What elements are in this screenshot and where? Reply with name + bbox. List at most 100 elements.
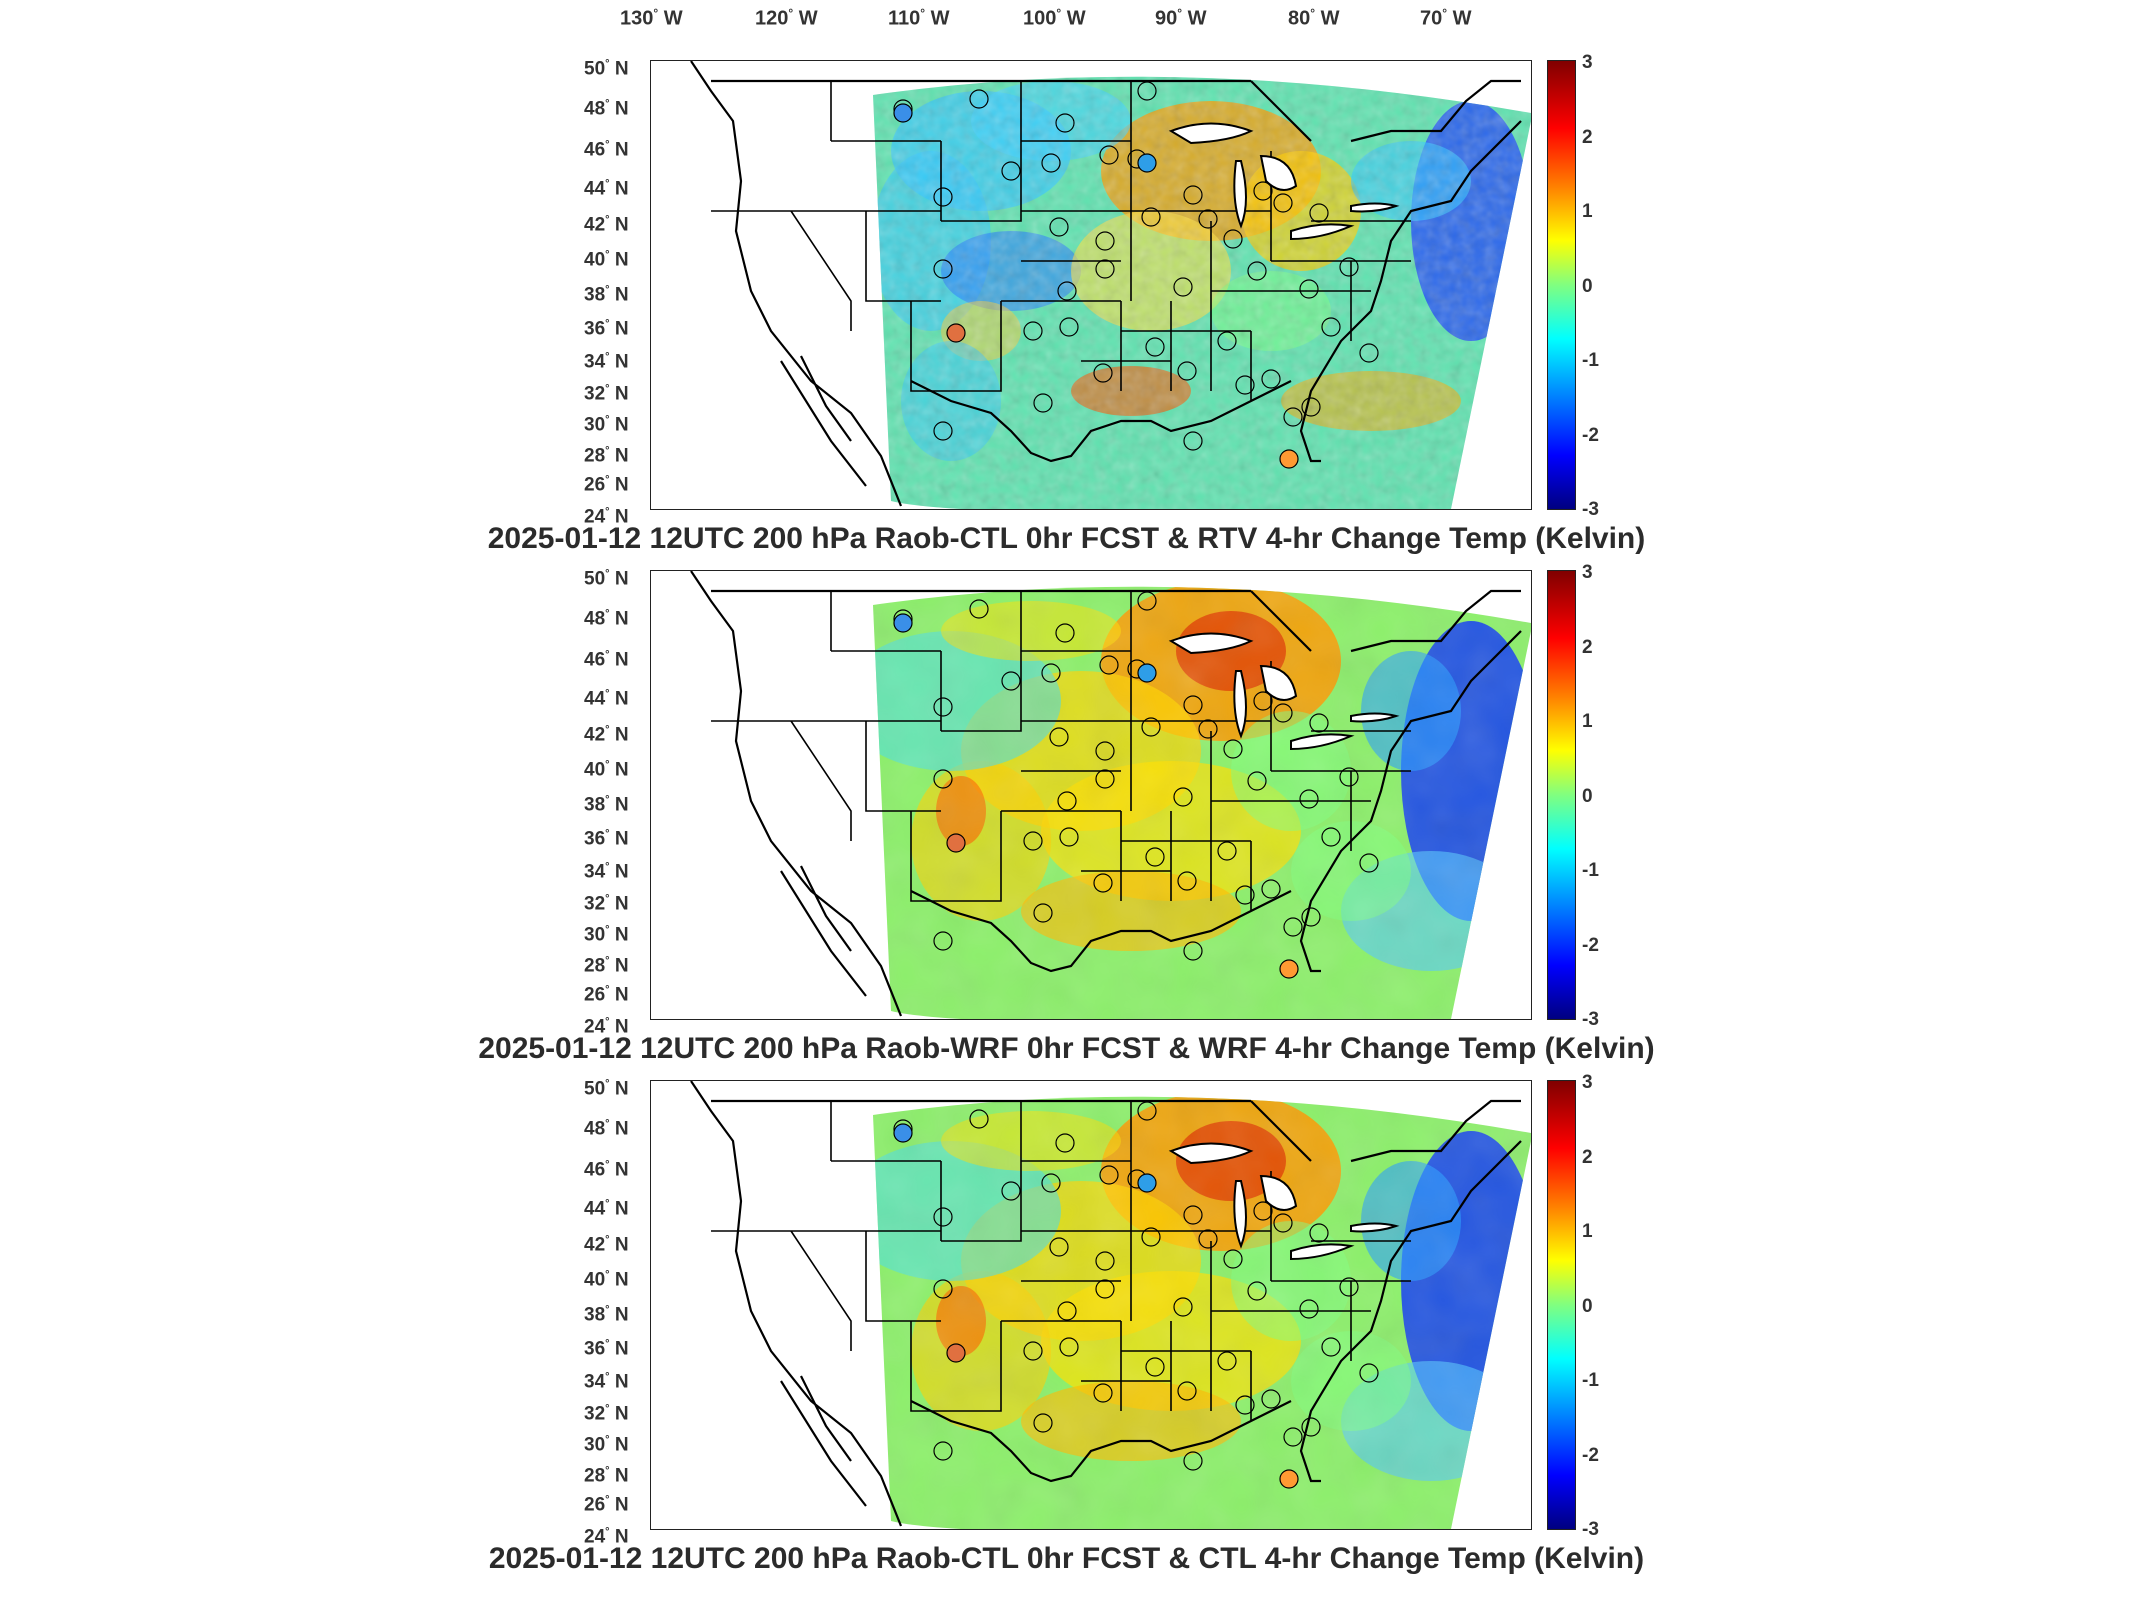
raob-station-marker bbox=[1321, 317, 1341, 337]
latitude-label: 50° N bbox=[584, 58, 629, 80]
raob-station-marker bbox=[1023, 831, 1043, 851]
latitude-label: 36° N bbox=[584, 828, 629, 850]
raob-station-marker bbox=[1141, 1227, 1161, 1247]
latitude-label: 32° N bbox=[584, 383, 629, 405]
raob-station-marker bbox=[1321, 827, 1341, 847]
latitude-label: 42° N bbox=[584, 1234, 629, 1256]
latitude-label: 24° N bbox=[584, 506, 629, 528]
raob-station-marker bbox=[1299, 789, 1319, 809]
panel-title: 2025-01-12 12UTC 200 hPa Raob-CTL 0hr FC… bbox=[487, 522, 1646, 555]
map-svg bbox=[690, 571, 1531, 1019]
raob-station-marker bbox=[1217, 331, 1237, 351]
raob-station-marker bbox=[933, 259, 953, 279]
colorbar-tick-label: 2 bbox=[1582, 1146, 1593, 1168]
raob-station-marker bbox=[1223, 1249, 1243, 1269]
raob-station-marker bbox=[1279, 959, 1299, 979]
latitude-label: 50° N bbox=[584, 568, 629, 590]
raob-station-marker bbox=[1177, 361, 1197, 381]
colorbar-tick-label: -3 bbox=[1582, 1519, 1599, 1540]
raob-station-marker bbox=[1253, 181, 1273, 201]
raob-station-marker bbox=[1309, 1223, 1329, 1243]
raob-station-marker bbox=[1059, 317, 1079, 337]
raob-station-marker bbox=[1273, 1213, 1293, 1233]
raob-station-marker bbox=[1235, 885, 1255, 905]
raob-station-marker bbox=[1093, 873, 1113, 893]
raob-station-marker bbox=[946, 1343, 966, 1363]
latitude-label: 30° N bbox=[584, 414, 629, 436]
raob-station-marker bbox=[1057, 1301, 1077, 1321]
latitude-label: 44° N bbox=[584, 1198, 629, 1220]
colorbar-tick-label: 3 bbox=[1582, 52, 1593, 73]
raob-station-marker bbox=[1359, 1363, 1379, 1383]
great-lakes bbox=[1168, 1142, 1400, 1261]
colorbar-tick-label: 1 bbox=[1582, 711, 1593, 732]
raob-station-marker bbox=[1183, 185, 1203, 205]
raob-station-marker bbox=[1137, 591, 1157, 611]
raob-station-marker bbox=[1177, 871, 1197, 891]
latitude-label: 30° N bbox=[584, 924, 629, 946]
coastline bbox=[690, 1081, 1522, 1527]
raob-station-marker bbox=[1173, 787, 1193, 807]
raob-station-marker bbox=[1183, 1205, 1203, 1225]
raob-station-marker bbox=[1141, 207, 1161, 227]
raob-station-marker bbox=[1057, 791, 1077, 811]
latitude-label: 50° N bbox=[584, 1078, 629, 1100]
latitude-label: 40° N bbox=[584, 759, 629, 781]
raob-station-marker bbox=[1223, 229, 1243, 249]
field-texture bbox=[873, 1096, 1531, 1529]
colorbar-tick-label: 2 bbox=[1582, 126, 1593, 148]
latitude-label: 28° N bbox=[584, 1465, 629, 1487]
raob-station-marker bbox=[1095, 1279, 1115, 1299]
raob-station-marker bbox=[1173, 277, 1193, 297]
raob-station-marker bbox=[1145, 1357, 1165, 1377]
latitude-label: 26° N bbox=[584, 474, 629, 496]
raob-station-marker bbox=[1339, 1277, 1359, 1297]
colorbar-tick-label: 0 bbox=[1582, 275, 1593, 297]
raob-station-marker bbox=[1137, 1101, 1157, 1121]
raob-station-marker bbox=[1183, 431, 1203, 451]
raob-station-marker bbox=[1137, 81, 1157, 101]
raob-station-marker bbox=[1095, 741, 1115, 761]
raob-station-marker bbox=[1055, 1133, 1075, 1153]
raob-station-marker bbox=[1309, 713, 1329, 733]
colorbar-tick-label: 3 bbox=[1582, 562, 1593, 583]
raob-station-marker bbox=[1099, 655, 1119, 675]
latitude-label: 44° N bbox=[584, 688, 629, 710]
raob-station-marker bbox=[1093, 1383, 1113, 1403]
map-plot-area bbox=[650, 1080, 1532, 1530]
colorbar-tick-label: -1 bbox=[1582, 350, 1599, 371]
latitude-label: 46° N bbox=[584, 1159, 629, 1181]
raob-station-marker bbox=[1217, 841, 1237, 861]
colorbar-tick-label: 0 bbox=[1582, 1295, 1593, 1317]
raob-station-marker bbox=[933, 931, 953, 951]
raob-station-marker bbox=[1261, 879, 1281, 899]
raob-station-marker bbox=[1173, 1297, 1193, 1317]
raob-station-marker bbox=[933, 1279, 953, 1299]
raob-station-marker bbox=[933, 187, 953, 207]
latitude-label: 24° N bbox=[584, 1016, 629, 1038]
raob-station-marker bbox=[1001, 671, 1021, 691]
raob-station-marker bbox=[1183, 941, 1203, 961]
latitude-label: 44° N bbox=[584, 178, 629, 200]
raob-station-marker bbox=[1283, 407, 1303, 427]
latitude-label: 24° N bbox=[584, 1526, 629, 1548]
map-svg bbox=[690, 1081, 1531, 1529]
raob-station-marker bbox=[1261, 1389, 1281, 1409]
latitude-label: 28° N bbox=[584, 445, 629, 467]
colorbar bbox=[1547, 60, 1576, 510]
raob-station-marker bbox=[1261, 369, 1281, 389]
raob-station-marker bbox=[1041, 663, 1061, 683]
raob-station-marker bbox=[1217, 1351, 1237, 1371]
raob-station-marker bbox=[1137, 663, 1157, 683]
raob-station-marker bbox=[1273, 703, 1293, 723]
raob-station-marker bbox=[1359, 853, 1379, 873]
latitude-label: 42° N bbox=[584, 724, 629, 746]
temperature-field bbox=[873, 586, 1531, 1019]
raob-station-marker bbox=[1057, 281, 1077, 301]
latitude-label: 32° N bbox=[584, 1403, 629, 1425]
colorbar-tick-label: 0 bbox=[1582, 785, 1593, 807]
raob-station-marker bbox=[1299, 279, 1319, 299]
raob-station-marker bbox=[1198, 209, 1218, 229]
raob-station-marker bbox=[1041, 1173, 1061, 1193]
raob-station-marker bbox=[1137, 153, 1157, 173]
